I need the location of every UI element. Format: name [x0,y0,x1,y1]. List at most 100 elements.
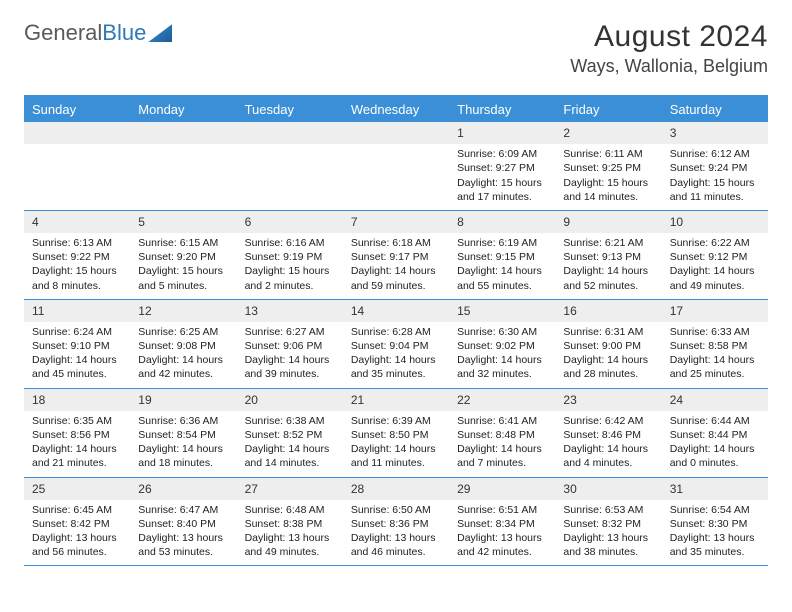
daylight-line: Daylight: 15 hours and 5 minutes. [138,264,228,292]
day-number: 17 [662,300,768,322]
sunrise-line: Sunrise: 6:36 AM [138,414,228,428]
day-cell: 21Sunrise: 6:39 AMSunset: 8:50 PMDayligh… [343,389,449,477]
day-number: 9 [555,211,661,233]
day-details: Sunrise: 6:54 AMSunset: 8:30 PMDaylight:… [662,500,768,566]
day-number: 13 [237,300,343,322]
day-details: Sunrise: 6:12 AMSunset: 9:24 PMDaylight:… [662,144,768,210]
logo: GeneralBlue [24,20,172,46]
day-cell: 26Sunrise: 6:47 AMSunset: 8:40 PMDayligh… [130,478,236,566]
daylight-line: Daylight: 15 hours and 11 minutes. [670,176,760,204]
daylight-line: Daylight: 13 hours and 49 minutes. [245,531,335,559]
day-details: Sunrise: 6:33 AMSunset: 8:58 PMDaylight:… [662,322,768,388]
sunrise-line: Sunrise: 6:12 AM [670,147,760,161]
sunrise-line: Sunrise: 6:13 AM [32,236,122,250]
day-number [24,122,130,144]
day-number: 5 [130,211,236,233]
sunset-line: Sunset: 9:25 PM [563,161,653,175]
week-row: 4Sunrise: 6:13 AMSunset: 9:22 PMDaylight… [24,211,768,300]
day-number: 6 [237,211,343,233]
sunrise-line: Sunrise: 6:18 AM [351,236,441,250]
daylight-line: Daylight: 14 hours and 0 minutes. [670,442,760,470]
sunset-line: Sunset: 8:52 PM [245,428,335,442]
sunrise-line: Sunrise: 6:31 AM [563,325,653,339]
empty-cell [237,122,343,210]
daylight-line: Daylight: 14 hours and 52 minutes. [563,264,653,292]
sunrise-line: Sunrise: 6:16 AM [245,236,335,250]
day-details: Sunrise: 6:31 AMSunset: 9:00 PMDaylight:… [555,322,661,388]
day-number [130,122,236,144]
daylight-line: Daylight: 13 hours and 46 minutes. [351,531,441,559]
logo-word1: General [24,20,102,46]
sunrise-line: Sunrise: 6:35 AM [32,414,122,428]
daylight-line: Daylight: 13 hours and 56 minutes. [32,531,122,559]
daylight-line: Daylight: 14 hours and 4 minutes. [563,442,653,470]
sunset-line: Sunset: 9:13 PM [563,250,653,264]
day-number: 8 [449,211,555,233]
sunset-line: Sunset: 9:08 PM [138,339,228,353]
logo-text: GeneralBlue [24,20,172,46]
day-number: 11 [24,300,130,322]
day-details: Sunrise: 6:35 AMSunset: 8:56 PMDaylight:… [24,411,130,477]
daylight-line: Daylight: 13 hours and 35 minutes. [670,531,760,559]
sunset-line: Sunset: 8:34 PM [457,517,547,531]
calendar: SundayMondayTuesdayWednesdayThursdayFrid… [24,95,768,566]
day-details: Sunrise: 6:11 AMSunset: 9:25 PMDaylight:… [555,144,661,210]
sunrise-line: Sunrise: 6:21 AM [563,236,653,250]
daylight-line: Daylight: 15 hours and 2 minutes. [245,264,335,292]
sunset-line: Sunset: 9:02 PM [457,339,547,353]
day-cell: 28Sunrise: 6:50 AMSunset: 8:36 PMDayligh… [343,478,449,566]
daylight-line: Daylight: 13 hours and 53 minutes. [138,531,228,559]
daylight-line: Daylight: 14 hours and 32 minutes. [457,353,547,381]
day-details: Sunrise: 6:48 AMSunset: 8:38 PMDaylight:… [237,500,343,566]
logo-mark-icon [148,24,172,42]
dow-tuesday: Tuesday [237,97,343,122]
day-cell: 20Sunrise: 6:38 AMSunset: 8:52 PMDayligh… [237,389,343,477]
sunset-line: Sunset: 8:42 PM [32,517,122,531]
sunrise-line: Sunrise: 6:54 AM [670,503,760,517]
day-number: 19 [130,389,236,411]
day-cell: 4Sunrise: 6:13 AMSunset: 9:22 PMDaylight… [24,211,130,299]
daylight-line: Daylight: 14 hours and 21 minutes. [32,442,122,470]
day-details: Sunrise: 6:28 AMSunset: 9:04 PMDaylight:… [343,322,449,388]
day-details: Sunrise: 6:50 AMSunset: 8:36 PMDaylight:… [343,500,449,566]
dow-wednesday: Wednesday [343,97,449,122]
day-number: 24 [662,389,768,411]
daylight-line: Daylight: 13 hours and 42 minutes. [457,531,547,559]
day-cell: 24Sunrise: 6:44 AMSunset: 8:44 PMDayligh… [662,389,768,477]
day-number: 23 [555,389,661,411]
sunrise-line: Sunrise: 6:48 AM [245,503,335,517]
day-number: 2 [555,122,661,144]
sunset-line: Sunset: 8:58 PM [670,339,760,353]
daylight-line: Daylight: 14 hours and 42 minutes. [138,353,228,381]
sunset-line: Sunset: 9:00 PM [563,339,653,353]
sunset-line: Sunset: 8:54 PM [138,428,228,442]
daylight-line: Daylight: 14 hours and 18 minutes. [138,442,228,470]
sunset-line: Sunset: 8:50 PM [351,428,441,442]
day-details: Sunrise: 6:24 AMSunset: 9:10 PMDaylight:… [24,322,130,388]
day-number: 15 [449,300,555,322]
sunrise-line: Sunrise: 6:28 AM [351,325,441,339]
page-header: GeneralBlue August 2024 Ways, Wallonia, … [24,20,768,77]
title-block: August 2024 Ways, Wallonia, Belgium [570,20,768,77]
sunrise-line: Sunrise: 6:19 AM [457,236,547,250]
day-cell: 23Sunrise: 6:42 AMSunset: 8:46 PMDayligh… [555,389,661,477]
daylight-line: Daylight: 15 hours and 14 minutes. [563,176,653,204]
day-cell: 13Sunrise: 6:27 AMSunset: 9:06 PMDayligh… [237,300,343,388]
days-of-week-row: SundayMondayTuesdayWednesdayThursdayFrid… [24,97,768,122]
daylight-line: Daylight: 14 hours and 39 minutes. [245,353,335,381]
logo-word2: Blue [102,20,146,46]
week-row: 25Sunrise: 6:45 AMSunset: 8:42 PMDayligh… [24,478,768,567]
empty-cell [24,122,130,210]
daylight-line: Daylight: 15 hours and 17 minutes. [457,176,547,204]
day-cell: 15Sunrise: 6:30 AMSunset: 9:02 PMDayligh… [449,300,555,388]
sunrise-line: Sunrise: 6:38 AM [245,414,335,428]
day-number: 29 [449,478,555,500]
day-details: Sunrise: 6:22 AMSunset: 9:12 PMDaylight:… [662,233,768,299]
day-number: 25 [24,478,130,500]
daylight-line: Daylight: 14 hours and 35 minutes. [351,353,441,381]
day-details: Sunrise: 6:16 AMSunset: 9:19 PMDaylight:… [237,233,343,299]
day-details: Sunrise: 6:44 AMSunset: 8:44 PMDaylight:… [662,411,768,477]
day-cell: 18Sunrise: 6:35 AMSunset: 8:56 PMDayligh… [24,389,130,477]
sunrise-line: Sunrise: 6:39 AM [351,414,441,428]
day-cell: 2Sunrise: 6:11 AMSunset: 9:25 PMDaylight… [555,122,661,210]
